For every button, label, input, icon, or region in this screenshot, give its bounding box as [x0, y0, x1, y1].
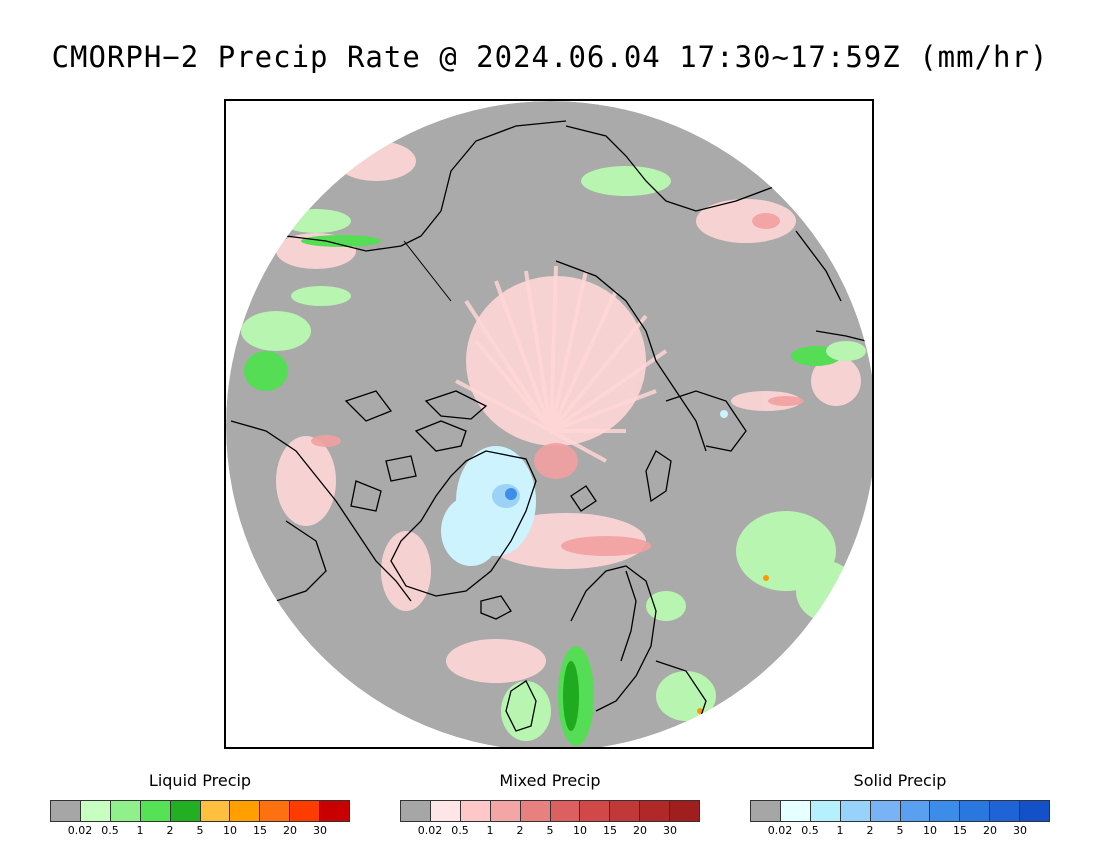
legend-tick-label: 10 — [573, 824, 587, 837]
legend-tick-label: 1 — [836, 824, 844, 837]
precip-map — [224, 99, 874, 749]
legend-tick-label: 1 — [486, 824, 494, 837]
legend-swatch — [580, 801, 611, 821]
legend-tick-label: 15 — [953, 824, 967, 837]
legend-swatch — [1020, 801, 1050, 821]
legend-tick-label: 5 — [546, 824, 554, 837]
legend-swatch — [550, 801, 581, 821]
legend-swatch — [230, 801, 261, 821]
legend-swatch — [520, 801, 551, 821]
legend-tick-label: 10 — [923, 824, 937, 837]
legend-swatch — [80, 801, 111, 821]
legend-tick-label: 2 — [516, 824, 524, 837]
legend-tick-label: 0.02 — [67, 824, 93, 837]
legend-tick-label: 5 — [196, 824, 204, 837]
legend-swatch — [51, 801, 81, 821]
legend-swatch — [290, 801, 321, 821]
legend-swatch — [670, 801, 700, 821]
legend-swatch — [640, 801, 671, 821]
mixed-precip-heavier — [311, 213, 804, 556]
legend-swatch — [930, 801, 961, 821]
solid-precip-greenland — [441, 410, 728, 566]
legend-tick-label: 30 — [313, 824, 327, 837]
legend-tick-label: 20 — [283, 824, 297, 837]
legend-swatch — [960, 801, 991, 821]
legend-swatch — [490, 801, 521, 821]
legend-swatch — [610, 801, 641, 821]
legend-swatch — [751, 801, 781, 821]
legend-liquid-ticks: 0.02 0.5 1 2 5 10 15 20 30 — [50, 822, 350, 838]
legend-swatch — [780, 801, 811, 821]
legend-tick-label: 30 — [663, 824, 677, 837]
legend-swatch — [110, 801, 141, 821]
legend-swatch — [460, 801, 491, 821]
legend-liquid: Liquid Precip 0.02 0.5 1 2 5 10 15 20 30 — [50, 770, 350, 838]
legend-tick-label: 5 — [896, 824, 904, 837]
legend-solid: Solid Precip 0.02 0.5 1 2 5 10 15 20 30 — [750, 770, 1050, 838]
legend-solid-title: Solid Precip — [853, 771, 947, 790]
legend-liquid-title: Liquid Precip — [148, 771, 252, 790]
legend-swatch — [990, 801, 1021, 821]
legend-liquid-colorbar — [50, 800, 350, 822]
legend-swatch — [320, 801, 350, 821]
legend-tick-label: 20 — [633, 824, 647, 837]
legend-solid-ticks: 0.02 0.5 1 2 5 10 15 20 30 — [750, 822, 1050, 838]
legend-tick-label: 1 — [136, 824, 144, 837]
legend-tick-label: 10 — [223, 824, 237, 837]
legend-mixed: Mixed Precip 0.02 0.5 1 2 5 10 15 20 30 — [400, 770, 700, 838]
polar-map-svg — [226, 101, 872, 747]
legend-tick-label: 0.5 — [101, 824, 119, 837]
legend-mixed-colorbar — [400, 800, 700, 822]
legend-solid-colorbar — [750, 800, 1050, 822]
legend-tick-label: 20 — [983, 824, 997, 837]
legend-swatch — [200, 801, 231, 821]
legend-swatch — [870, 801, 901, 821]
legend-tick-label: 2 — [866, 824, 874, 837]
legend-mixed-ticks: 0.02 0.5 1 2 5 10 15 20 30 — [400, 822, 700, 838]
legend-tick-label: 2 — [166, 824, 174, 837]
legend-tick-label: 0.5 — [451, 824, 469, 837]
legend-swatch — [260, 801, 291, 821]
legend-mixed-title: Mixed Precip — [499, 771, 601, 790]
legend-swatch — [840, 801, 871, 821]
legend-swatch — [810, 801, 841, 821]
legend-swatch — [401, 801, 431, 821]
legend-tick-label: 30 — [1013, 824, 1027, 837]
legend-tick-label: 0.02 — [417, 824, 443, 837]
alaska-canada-border — [403, 240, 452, 302]
legend-swatch — [170, 801, 201, 821]
legend-tick-label: 0.02 — [767, 824, 793, 837]
legend-swatch — [900, 801, 931, 821]
map-title: CMORPH−2 Precip Rate @ 2024.06.04 17:30~… — [51, 40, 1049, 74]
legend-swatch — [140, 801, 171, 821]
legend-swatch — [430, 801, 461, 821]
legend-tick-label: 15 — [603, 824, 617, 837]
legend-tick-label: 15 — [253, 824, 267, 837]
legend-tick-label: 0.5 — [801, 824, 819, 837]
